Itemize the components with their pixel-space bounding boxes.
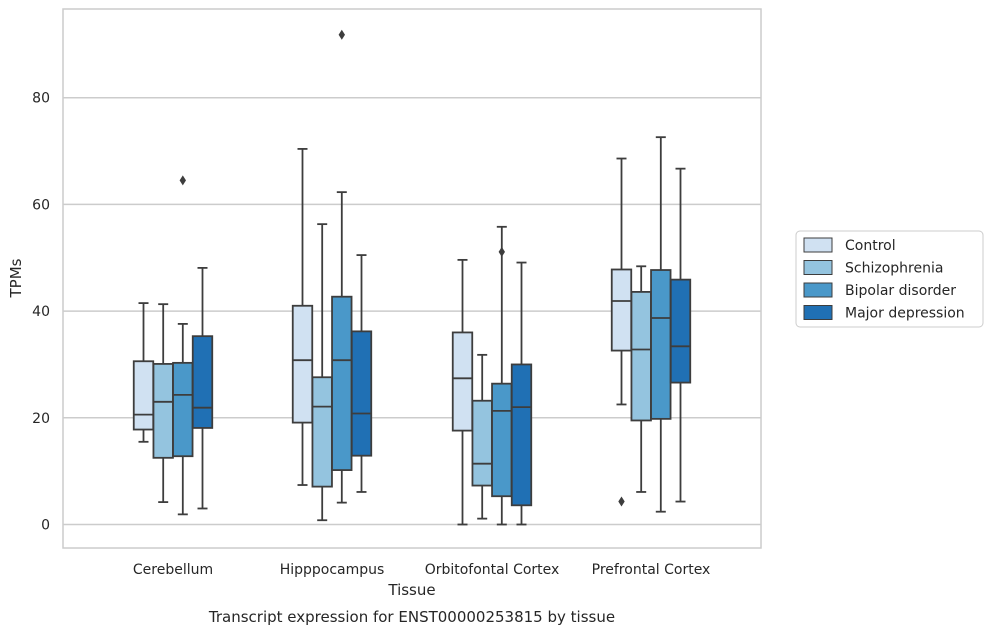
box-iqr	[191, 335, 214, 429]
legend-frame	[795, 230, 984, 328]
plot-background	[63, 9, 761, 548]
legend-swatch	[803, 282, 833, 298]
box-iqr	[152, 363, 174, 459]
y-tick-labels: 0 20 40 60 80	[32, 91, 50, 534]
y-tick-label: 60	[32, 197, 50, 213]
outlier-point	[338, 29, 345, 40]
x-tick-labels: Cerebellum Hipppocampus Orbitofontal Corte…	[133, 562, 710, 578]
y-tick-label: 20	[32, 411, 50, 427]
box-iqr	[610, 268, 633, 352]
box-2-3	[510, 261, 533, 526]
box-iqr	[311, 376, 333, 488]
y-tick-label: 0	[41, 518, 50, 534]
box-iqr	[510, 363, 533, 507]
x-tick-label: Cerebellum	[133, 562, 213, 578]
x-tick-label: Hipppocampus	[280, 562, 385, 578]
box-iqr	[331, 295, 353, 471]
x-tick-label: Orbitofontal Cortex	[425, 562, 560, 578]
box-1-3	[350, 254, 373, 493]
box-iqr	[669, 278, 692, 384]
legend-label: Bipolar disorder	[845, 283, 956, 299]
outlier-point	[618, 496, 625, 507]
legend-label: Schizophrenia	[845, 261, 943, 277]
box-0-0	[132, 302, 155, 443]
legend-item: Schizophrenia	[803, 260, 943, 277]
box-iqr	[291, 304, 314, 424]
legend-swatch	[803, 237, 833, 253]
box-iqr	[650, 269, 672, 420]
legend-swatch	[803, 305, 833, 320]
box-iqr	[491, 382, 513, 498]
legend-item: Major depression	[803, 305, 965, 322]
box-0-3	[191, 266, 214, 510]
y-tick-label: 80	[32, 91, 50, 107]
box-iqr	[350, 330, 373, 457]
y-axis-label: TPMs	[7, 258, 25, 298]
outlier-point	[498, 246, 505, 257]
chart-caption: Transcript expression for ENST0000025381…	[208, 608, 615, 626]
box-series	[132, 29, 692, 526]
box-iqr	[132, 360, 155, 431]
legend-label: Control	[845, 238, 896, 254]
box-iqr	[471, 399, 493, 487]
legend-label: Major depression	[845, 306, 965, 322]
box-iqr	[172, 361, 194, 458]
box-2-0	[451, 258, 474, 526]
legend: Control Schizophrenia Bipolar disorder Majo…	[795, 230, 984, 328]
box-3-0	[610, 157, 633, 507]
plot-frame	[62, 8, 762, 549]
x-tick-label: Prefrontal Cortex	[592, 562, 711, 578]
box-iqr	[630, 290, 652, 422]
outlier-point	[179, 175, 186, 186]
box-iqr	[451, 331, 474, 432]
box-1-0	[291, 148, 314, 486]
box-1-2	[331, 29, 353, 504]
legend-item: Control	[803, 237, 896, 254]
box-3-3	[669, 167, 692, 503]
box-1-1	[311, 223, 333, 522]
x-axis-label: Tissue	[387, 581, 435, 599]
legend-swatch	[803, 260, 833, 275]
y-tick-label: 40	[32, 304, 50, 320]
legend-item: Bipolar disorder	[803, 282, 956, 299]
